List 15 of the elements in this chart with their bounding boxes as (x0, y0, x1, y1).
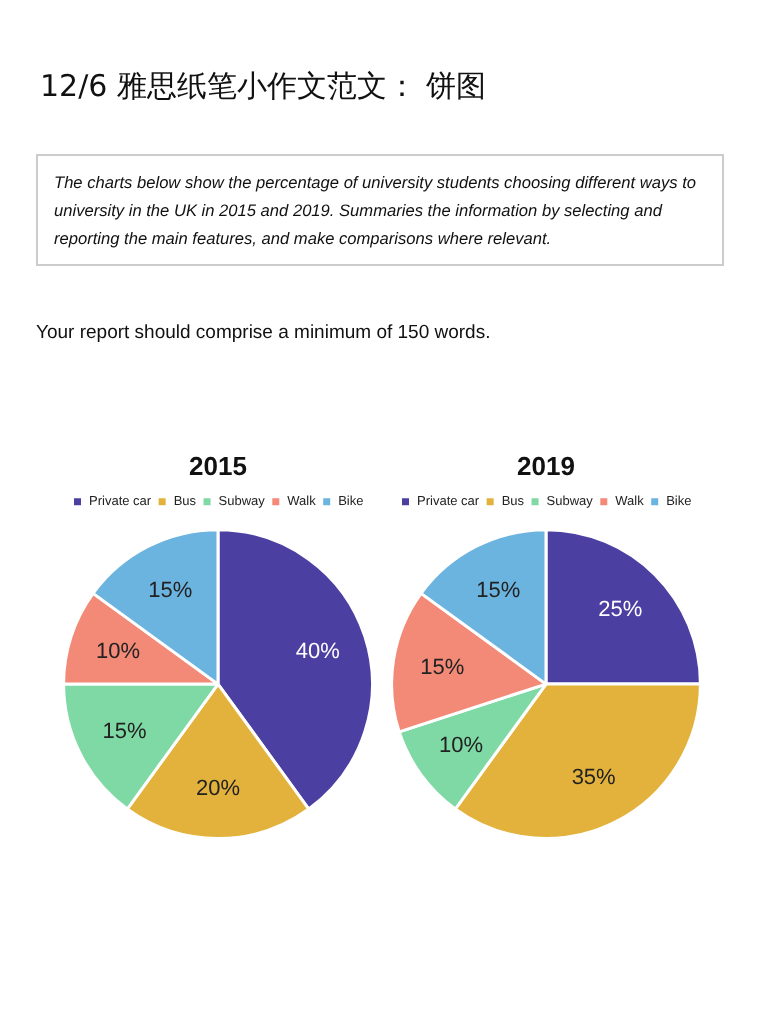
text: Your report should comprise a minimum of 150 words. (36, 322, 491, 344)
text: 12/6 雅思纸笔小作文范文： 饼图 (40, 68, 487, 106)
data-label: 10% (439, 733, 484, 758)
data-label: 35% (571, 765, 617, 790)
data-label: 15% (148, 578, 193, 603)
text: The charts below show the percentage of university students choosing different ways to university in the UK in 2015 and 2019. Summaries the information by selecting and reporting the main features, and make comparisons where relevant. (36, 154, 724, 266)
data-label: 40% (295, 639, 341, 664)
data-label: 15% (420, 655, 465, 680)
data-label: 20% (195, 777, 241, 802)
chart-title: 2019 (517, 450, 575, 481)
data-label: 25% (598, 597, 643, 622)
data-label: 15% (102, 719, 147, 744)
chart-title: 2015 (189, 450, 247, 481)
data-label: 15% (476, 578, 521, 603)
data-label: 10% (96, 639, 141, 664)
